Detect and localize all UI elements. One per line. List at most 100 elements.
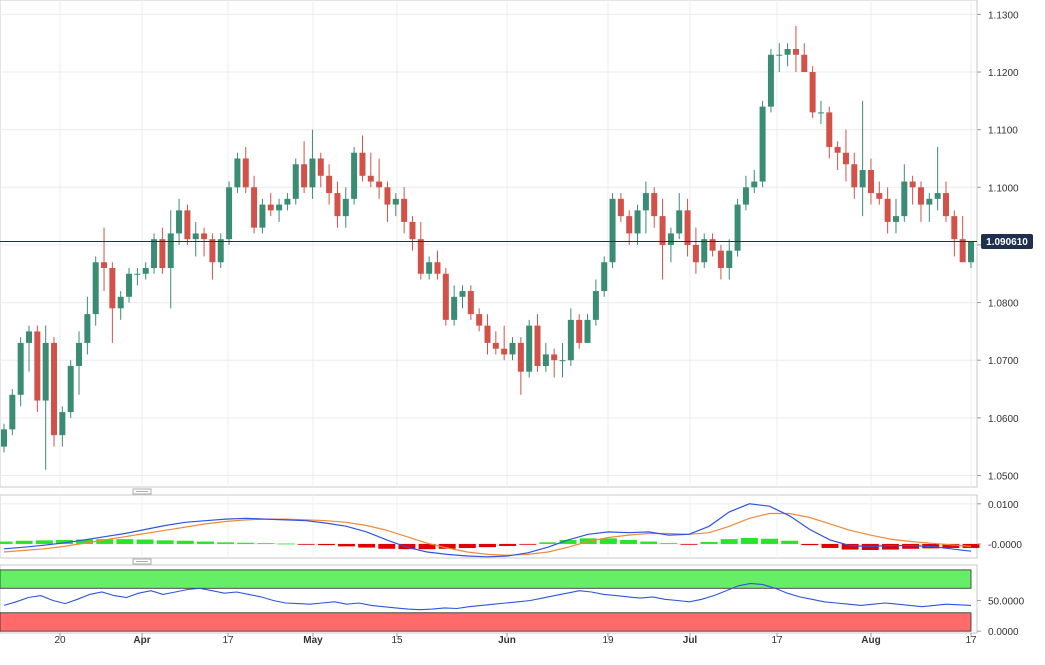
candle <box>309 129 316 199</box>
candle-body <box>576 319 583 343</box>
candle <box>434 250 441 280</box>
candle <box>84 296 91 355</box>
macd-histogram-bar <box>35 540 53 544</box>
candle-body <box>317 158 324 176</box>
macd-histogram-bar <box>438 543 456 549</box>
rsi-panel[interactable]: 50.0000 0.0000 <box>0 564 1025 638</box>
candle-body <box>367 175 374 182</box>
macd-histogram-bar <box>378 543 396 549</box>
price-tick-label: 1.1200 <box>988 68 1019 79</box>
candle <box>951 210 958 257</box>
candle <box>559 342 566 378</box>
macd-histogram-bar <box>257 543 275 544</box>
rsi-tick-label: 0.0000 <box>988 627 1019 638</box>
price-panel[interactable]: 1.05001.06001.07001.08001.09001.10001.11… <box>0 0 1033 488</box>
candle <box>934 146 941 211</box>
candle-body <box>651 193 658 217</box>
candle-body <box>92 262 99 315</box>
candle <box>901 164 908 222</box>
macd-histogram-bar <box>902 543 920 549</box>
candle-body <box>9 394 16 430</box>
candle-body <box>842 152 849 165</box>
candle-body <box>609 198 616 263</box>
panel-resize-handle-2[interactable] <box>132 558 152 565</box>
candle <box>592 279 599 326</box>
candle <box>367 152 374 188</box>
candle-body <box>384 187 391 205</box>
candle-body <box>642 193 649 211</box>
candle-body <box>276 204 283 211</box>
macd-histogram-bar <box>76 539 94 544</box>
candle-body <box>0 429 8 447</box>
candle-body <box>376 181 383 188</box>
candle-body <box>859 170 866 188</box>
candle-body <box>709 239 716 251</box>
macd-histogram-bar <box>0 541 13 544</box>
candle <box>834 141 841 171</box>
candle <box>892 198 899 234</box>
x-axis: 20 Apr 17 May 15 Jun 19 Jul 17 Aug 17 <box>54 633 977 646</box>
candle-body <box>59 412 66 436</box>
macd-histogram-bar <box>660 543 678 544</box>
candle <box>226 181 233 245</box>
candle-body <box>426 262 433 274</box>
candle <box>542 342 549 372</box>
candle <box>184 204 191 245</box>
candle <box>59 406 66 447</box>
candle <box>759 100 766 188</box>
candle-body <box>467 291 474 315</box>
candle <box>176 198 183 245</box>
candle-body <box>401 198 408 222</box>
candle <box>192 221 199 257</box>
candle-body <box>959 239 966 263</box>
candle <box>392 193 399 217</box>
candle-body <box>259 204 266 228</box>
candle-body <box>67 365 74 413</box>
candle <box>34 325 41 413</box>
candle <box>667 227 674 263</box>
candle <box>301 141 308 194</box>
macd-histogram-bar <box>297 543 315 545</box>
candle-body <box>184 210 191 240</box>
macd-histogram-bar <box>136 539 154 544</box>
candle <box>26 325 33 372</box>
candle-body <box>784 48 791 55</box>
candle <box>442 267 449 326</box>
macd-histogram-bar <box>338 543 355 547</box>
macd-histogram-bar <box>358 543 376 548</box>
candle-body <box>509 342 516 355</box>
candle <box>626 210 633 245</box>
candle-body <box>617 198 624 217</box>
candle-body <box>559 360 566 362</box>
candle-body <box>484 325 491 343</box>
panel-resize-handle-1[interactable] <box>132 488 152 495</box>
price-tick-label: 1.0500 <box>988 471 1019 482</box>
x-tick-label: 19 <box>602 635 614 646</box>
candle <box>451 285 458 326</box>
candle-body <box>26 331 33 343</box>
candle <box>851 152 858 199</box>
macd-histogram-bar <box>801 543 819 546</box>
candle <box>76 331 83 395</box>
candle-body <box>417 239 424 274</box>
candle-body <box>776 54 783 56</box>
macd-panel[interactable]: 0.0100 -0.0000 <box>0 494 1022 559</box>
candle <box>534 314 541 372</box>
candle <box>0 423 8 453</box>
candle <box>242 146 249 194</box>
candle-body <box>234 158 241 188</box>
candle <box>359 135 366 182</box>
candle-body <box>867 170 874 194</box>
candle <box>9 389 16 436</box>
candle-body <box>209 239 216 263</box>
candle <box>817 100 824 124</box>
candle <box>609 193 616 268</box>
candle-body <box>667 233 674 245</box>
macd-histogram-bar <box>821 543 839 548</box>
candle-body <box>142 267 149 274</box>
candle-body <box>892 216 899 222</box>
candle-body <box>526 325 533 372</box>
candle <box>792 25 799 73</box>
candle-body <box>292 164 299 199</box>
